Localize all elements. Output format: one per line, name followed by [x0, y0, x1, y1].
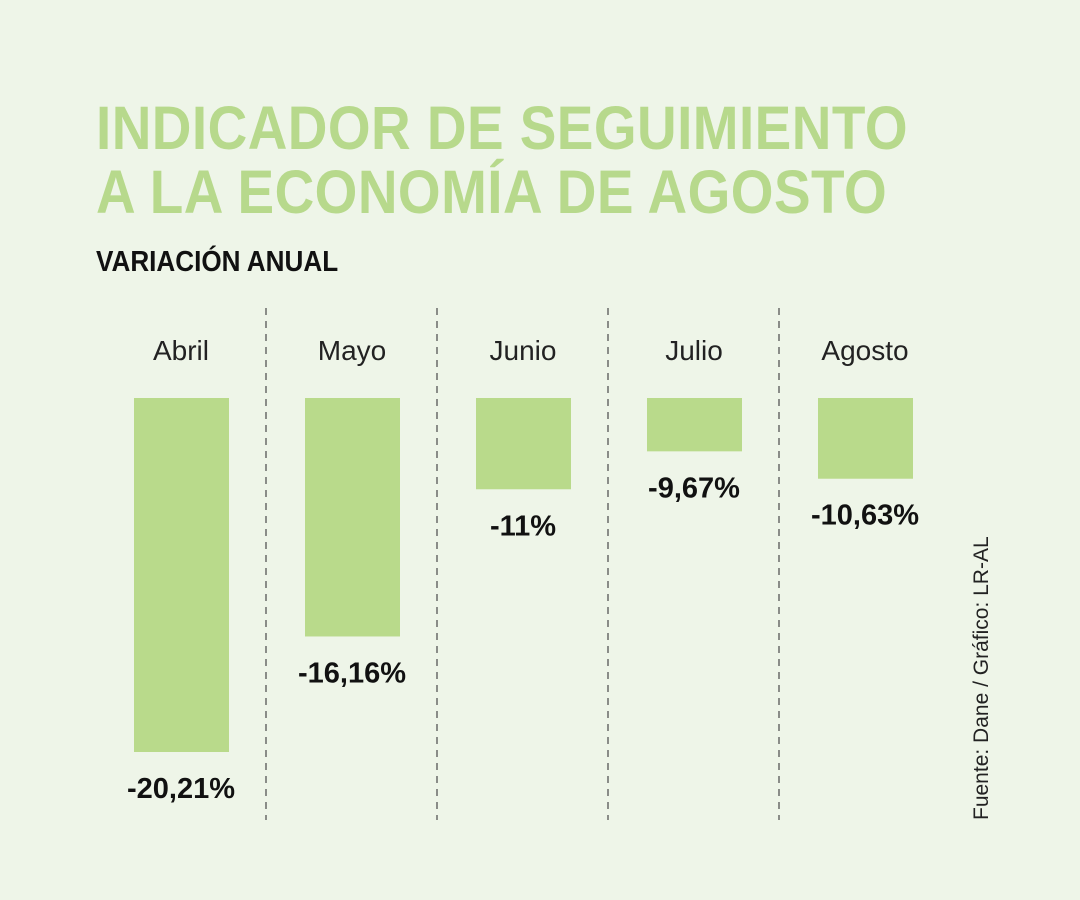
- value-label: -16,16%: [298, 657, 406, 689]
- value-label: -10,63%: [811, 500, 919, 532]
- chart-subtitle: VARIACIÓN ANUAL: [96, 246, 339, 278]
- bar: [134, 398, 229, 752]
- title-line-1: INDICADOR DE SEGUIMIENTO: [96, 94, 908, 162]
- value-label: -9,67%: [648, 472, 740, 504]
- bar: [476, 398, 571, 490]
- month-label: Abril: [153, 335, 209, 366]
- month-label: Mayo: [318, 335, 386, 366]
- bar: [647, 398, 742, 452]
- title-line-2: A LA ECONOMÍA DE AGOSTO: [96, 158, 888, 226]
- value-label: -20,21%: [127, 773, 235, 805]
- month-label: Junio: [490, 335, 557, 366]
- month-label: Agosto: [821, 335, 908, 366]
- bar: [818, 398, 913, 479]
- bar: [305, 398, 400, 637]
- value-label: -11%: [490, 510, 556, 542]
- source-note: Fuente: Dane / Gráfico: LR-AL: [970, 536, 993, 820]
- month-label: Julio: [665, 335, 723, 366]
